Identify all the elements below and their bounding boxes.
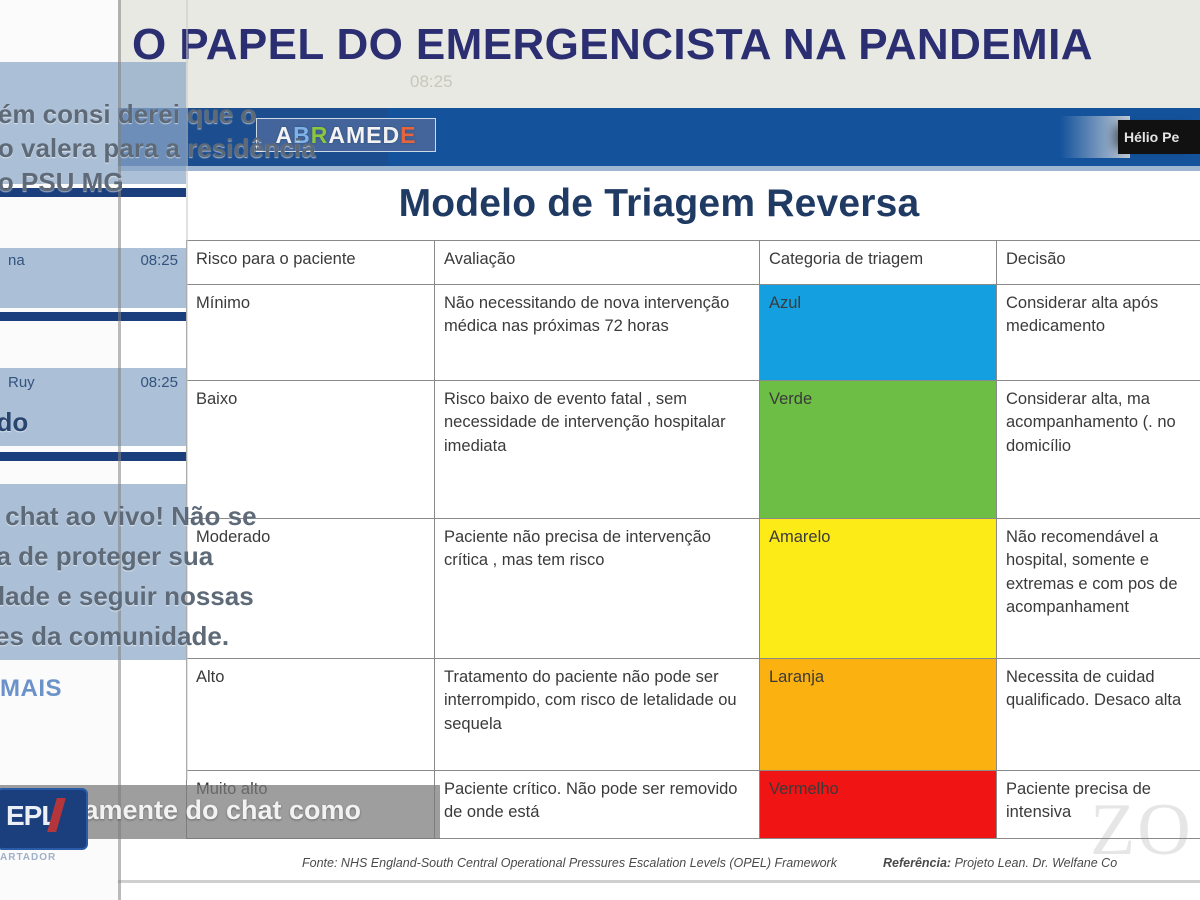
logo-letter: D <box>382 121 401 148</box>
chat-text-line: idade e seguir nossas <box>0 581 254 611</box>
table-header-row: Risco para o paciente Avaliação Categori… <box>186 240 1200 285</box>
chat-divider <box>0 312 186 321</box>
cell-assess: Tratamento do paciente não pode ser inte… <box>434 658 760 771</box>
video-watermark: ZO <box>1090 789 1193 871</box>
logo-letter: M <box>346 121 367 148</box>
chat-divider <box>0 452 186 461</box>
footer-source-text: NHS England-South Central Operational Pr… <box>340 856 837 870</box>
cell-assess: Paciente crítico. Não pode ser removido … <box>434 770 760 839</box>
cell-category: Azul <box>759 284 997 381</box>
cell-assess: Paciente não precisa de intervenção crít… <box>434 518 760 659</box>
slide-blue-band-accent <box>118 166 1200 171</box>
chat-message[interactable] <box>0 62 186 184</box>
cell-category: Amarelo <box>759 518 997 659</box>
footer-reference: Referência: Projeto Lean. Dr. Welfane Co <box>883 856 1117 870</box>
slide-title: O PAPEL DO EMERGENCISTA NA PANDEMIA <box>132 20 1093 69</box>
cell-category: Laranja <box>759 658 997 771</box>
logo-letter: R <box>310 121 329 148</box>
chat-text-line: do valera para a residência <box>0 133 316 163</box>
sponsor-logo <box>0 788 88 850</box>
logo-letter: E <box>366 121 383 148</box>
footer-source: Fonte: NHS England-South Central Operati… <box>302 856 837 870</box>
chat-author: na <box>8 252 25 269</box>
footer-reference-text: Projeto Lean. Dr. Welfane Co <box>954 856 1118 870</box>
slide-top-band <box>118 0 1200 108</box>
slide-heading: Modelo de Triagem Reversa <box>398 182 920 225</box>
logo-letter: A <box>328 121 346 148</box>
cell-decision: Paciente precisa de intensiva <box>996 770 1200 839</box>
presenter-name-tag: Hélio Pe <box>1118 120 1200 154</box>
footer-reference-label: Referência: <box>882 856 952 870</box>
cell-decision: Considerar alta, ma acompanhamento (. no… <box>996 380 1200 519</box>
table-row: Alto Tratamento do paciente não pode ser… <box>186 658 1200 771</box>
chat-text-line: ado <box>0 407 29 437</box>
cell-decision: Considerar alta após medicamento <box>996 284 1200 381</box>
chat-message-meta: Ruy 08:25 <box>0 374 186 391</box>
cell-risk: Mínimo <box>186 284 435 381</box>
cell-risk: Alto <box>186 658 435 771</box>
chat-text-line: ça de proteger sua <box>0 541 214 571</box>
cell-category: Verde <box>759 380 997 519</box>
chat-divider <box>0 188 186 197</box>
logo-letter: A <box>275 121 294 148</box>
ghost-timestamp: 08:25 <box>410 72 453 91</box>
cell-assess: Risco baixo de evento fatal , sem necess… <box>434 380 760 519</box>
cell-category: Vermelho <box>759 770 997 839</box>
cell-decision: Necessita de cuidad qualificado. Desaco … <box>996 658 1200 771</box>
logo-letter: E <box>400 121 417 148</box>
chat-message[interactable] <box>0 368 186 446</box>
footer-divider <box>118 880 1200 883</box>
chat-timestamp: 08:25 <box>140 374 178 391</box>
ticker-text: publicamente do chat como <box>4 795 362 825</box>
column-header-category: Categoria de triagem <box>759 240 997 285</box>
chat-text-line: do PSU MG <box>0 167 124 197</box>
chat-message[interactable] <box>0 248 186 308</box>
chat-message[interactable] <box>0 484 186 660</box>
chat-text-line: zes da comunidade. <box>0 621 230 651</box>
chat-text-line: o chat ao vivo! Não se <box>0 501 257 531</box>
column-header-assess: Avaliação <box>434 240 760 285</box>
ver-mais-link[interactable]: MAIS <box>0 675 62 702</box>
chat-panel-edge <box>118 0 121 900</box>
live-chat-panel[interactable] <box>0 0 186 900</box>
chat-panel-edge-secondary <box>186 0 188 780</box>
chat-message-meta: na 08:25 <box>0 252 186 269</box>
column-header-decision: Decisão <box>996 240 1200 285</box>
table-row: Moderado Paciente não precisa de interve… <box>186 518 1200 659</box>
footer-source-label: Fonte: <box>302 856 338 870</box>
presentation-slide: O PAPEL DO EMERGENCISTA NA PANDEMIA 08:2… <box>118 0 1200 900</box>
slide-footer: Fonte: NHS England-South Central Operati… <box>186 846 1200 880</box>
triage-table: Risco para o paciente Avaliação Categori… <box>186 240 1200 839</box>
logo-letter: B <box>293 121 311 148</box>
chat-author: Ruy <box>8 374 35 391</box>
column-header-risk: Risco para o paciente <box>186 240 435 285</box>
chat-text-line: bém consi derei que o <box>0 99 257 129</box>
cell-risk: Baixo <box>186 380 435 519</box>
cell-decision: Não recomendável a hospital, somente e e… <box>996 518 1200 659</box>
table-row: Baixo Risco baixo de evento fatal , sem … <box>186 380 1200 519</box>
chat-timestamp: 08:25 <box>140 252 178 269</box>
table-row: Mínimo Não necessitando de nova interven… <box>186 284 1200 381</box>
cell-assess: Não necessitando de nova intervenção méd… <box>434 284 760 381</box>
sponsor-logo-subtitle: ARTADOR <box>0 852 57 863</box>
